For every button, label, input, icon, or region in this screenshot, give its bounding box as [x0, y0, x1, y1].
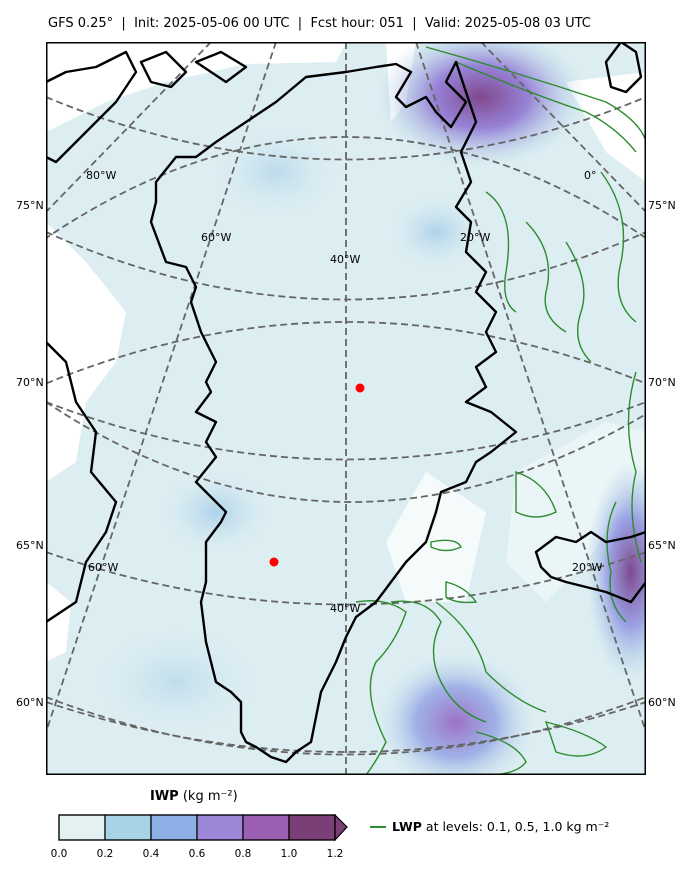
iwp-maximum — [376, 652, 536, 775]
iwp-maximum — [586, 462, 646, 682]
iwp-clear-area — [506, 422, 646, 602]
iceland-coastline — [534, 530, 646, 604]
lon-label: 20°W — [460, 231, 491, 244]
colorbar-segment — [242, 814, 290, 841]
lat-label-left: 75°N — [16, 199, 44, 212]
lon-label: 40°W — [330, 602, 361, 615]
iwp-maximum — [86, 622, 266, 742]
iwp-clear-area — [46, 582, 71, 662]
lwp-contour — [390, 600, 487, 723]
lat-label-right: 75°N — [648, 199, 676, 212]
colorbar-segment — [288, 814, 336, 841]
iwp-clear-area — [566, 72, 646, 182]
colorbar-title: IWP (kg m⁻²) — [150, 789, 238, 804]
lwp-legend: LWP at levels: 0.1, 0.5, 1.0 kg m⁻² — [370, 819, 609, 834]
lwp-contour — [425, 46, 646, 143]
figure-title: GFS 0.25° | Init: 2025-05-06 00 UTC | Fc… — [48, 16, 591, 31]
greenland-coastline — [149, 60, 518, 764]
lon-label: 60°W — [201, 231, 232, 244]
lwp-legend-label-bold: LWP — [392, 819, 422, 834]
lwp-contour — [565, 241, 592, 363]
lwp-legend-swatch — [370, 825, 386, 828]
map-border — [46, 42, 646, 775]
lwp-legend-label: at levels: 0.1, 0.5, 1.0 kg m⁻² — [421, 819, 610, 834]
parallel-60n — [46, 696, 646, 756]
lat-label-left: 60°N — [16, 696, 44, 709]
colorbar-extend-arrow — [334, 814, 348, 842]
lwp-contour — [445, 581, 478, 604]
lwp-contour — [355, 600, 407, 775]
colorbar-tick-label: 1.2 — [326, 848, 344, 860]
iwp-clear-area — [386, 472, 486, 602]
lon-label: 60°W — [88, 561, 119, 574]
colorbar-tick-label: 0.2 — [96, 848, 114, 860]
lon-label: 40°W — [330, 253, 361, 266]
iwp-maximum — [156, 467, 276, 557]
lwp-contour — [606, 501, 627, 623]
lat-label-right: 70°N — [648, 376, 676, 389]
lwp-contours — [355, 46, 646, 775]
lwp-contour — [515, 471, 557, 518]
colorbar-segments — [58, 814, 336, 841]
lwp-contour — [455, 61, 637, 153]
colorbar-segment — [58, 814, 106, 841]
colorbar-outline — [58, 814, 336, 841]
lat-label-right: 65°N — [648, 539, 676, 552]
colorbar-tick-label: 0.4 — [142, 848, 160, 860]
parallel-lat-2 — [46, 96, 646, 161]
lat-label-left: 70°N — [16, 376, 44, 389]
lwp-contour — [627, 371, 642, 563]
lon-label: 0° — [584, 169, 597, 182]
lwp-contour — [600, 171, 637, 323]
colorbar-tick-label: 1.0 — [280, 848, 298, 860]
lat-label-left: 65°N — [16, 539, 44, 552]
lwp-contour — [430, 539, 462, 552]
colorbar-segment — [150, 814, 198, 841]
station-marker-north — [355, 383, 365, 393]
map-canvas — [46, 42, 646, 775]
colorbar-segment — [104, 814, 152, 841]
lon-label: 20°W — [572, 561, 603, 574]
iwp-clear-area — [46, 42, 346, 132]
lwp-contour — [525, 221, 567, 333]
arctic-island-coastline — [139, 50, 188, 89]
colorbar-tick-label: 0.6 — [188, 848, 206, 860]
ellesmere-coastline — [46, 50, 138, 164]
iwp-clear-area — [46, 222, 126, 482]
lwp-contour — [435, 601, 547, 713]
arctic-island-coastline — [194, 50, 248, 84]
baffin-coastline — [46, 341, 118, 623]
parallel-70n — [46, 321, 646, 385]
lwp-contour — [544, 721, 608, 757]
lat-label-right: 60°N — [648, 696, 676, 709]
colorbar-segment — [196, 814, 244, 841]
lwp-contour — [485, 191, 517, 313]
station-marker-south — [269, 557, 279, 567]
parallel-65n — [46, 401, 646, 503]
colorbar — [58, 814, 348, 842]
coastlines — [46, 42, 646, 764]
map-panel: 80°W 60°W 40°W 20°W 0° 60°W 40°W 20°W — [46, 42, 646, 775]
meridian-20w — [415, 42, 646, 733]
parallel-lat-3 — [46, 401, 646, 461]
meridian-60w — [46, 42, 277, 733]
colorbar-tick-label: 0.8 — [234, 848, 252, 860]
colorbar-tick-label: 0.0 — [50, 848, 68, 860]
lon-label: 80°W — [86, 169, 117, 182]
svalbard-coastline — [604, 42, 643, 94]
